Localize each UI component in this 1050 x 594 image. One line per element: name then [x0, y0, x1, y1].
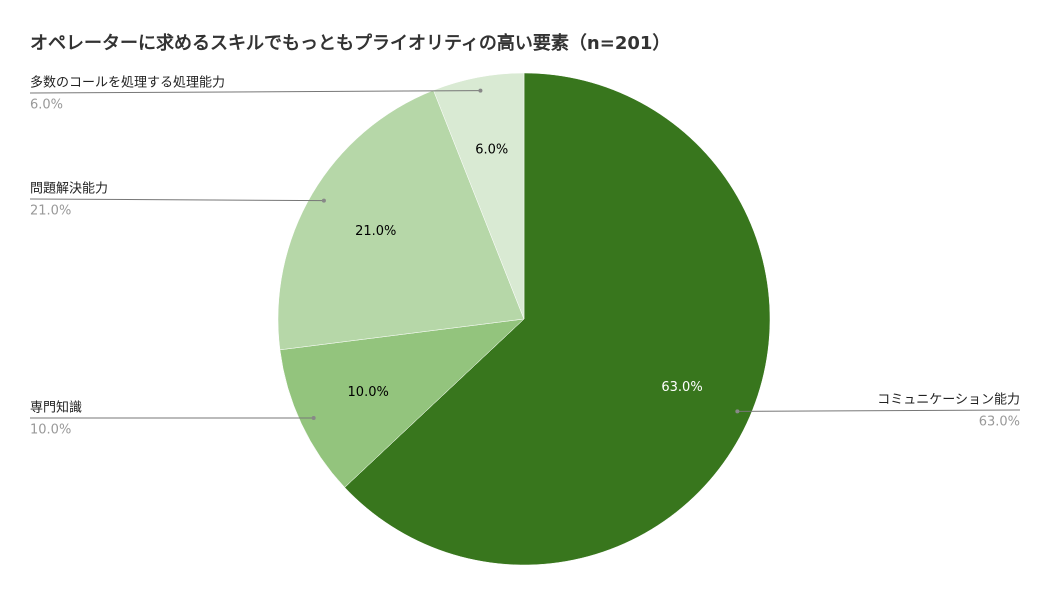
legend-value: 63.0% — [979, 415, 1020, 430]
slice-label: 21.0% — [355, 224, 396, 239]
slice-label: 10.0% — [348, 385, 389, 400]
legend-value: 6.0% — [30, 98, 63, 113]
legend-label: 多数のコールを処理する処理能力 — [30, 75, 225, 91]
legend-value: 21.0% — [30, 204, 71, 219]
leader-dot — [478, 88, 483, 93]
legend-value: 10.0% — [30, 423, 71, 438]
legend-label: コミュニケーション能力 — [877, 393, 1020, 408]
pie-slice — [279, 318, 525, 488]
slice-label: 63.0% — [661, 380, 702, 395]
pie-slice — [277, 89, 525, 351]
legend-label: 専門知識 — [30, 400, 82, 416]
leader-line — [29, 198, 324, 202]
pie-slice — [433, 72, 525, 320]
legend-label: 問題解決能力 — [30, 182, 108, 197]
leader-line — [737, 409, 1021, 412]
pie-slice — [344, 72, 771, 566]
chart-title: オペレーターに求めるスキルでもっともプライオリティの高い要素（n=201） — [30, 32, 670, 54]
leader-dot — [321, 198, 326, 203]
slice-label: 6.0% — [475, 142, 508, 157]
leader-dot — [735, 409, 740, 414]
leader-line — [29, 90, 481, 94]
leader-dot — [311, 415, 316, 420]
